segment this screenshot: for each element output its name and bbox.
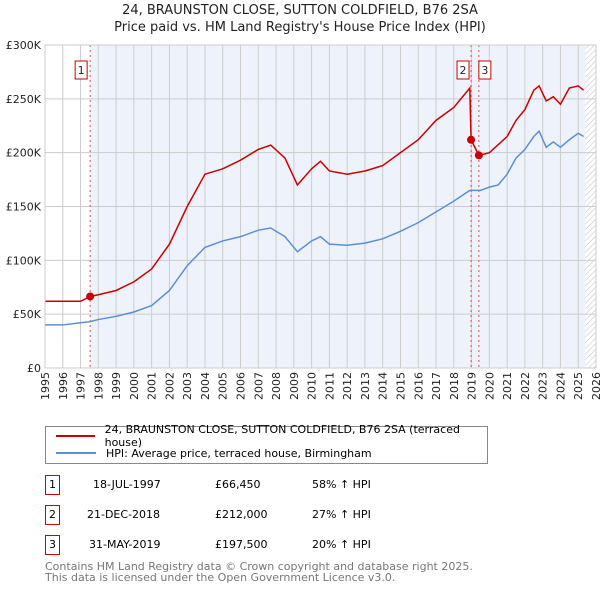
legend-item-hpi: HPI: Average price, terraced house, Birm… [56, 445, 372, 461]
sale-point [474, 151, 483, 160]
series-line [45, 84, 585, 302]
y-tick-label: £150K [6, 201, 42, 214]
sale-date: 31-MAY-2019 [89, 538, 161, 551]
sale-hpi: 58% ↑ HPI [312, 478, 371, 491]
sale-marker-label: 3 [481, 64, 488, 77]
x-tick-label: 2019 [466, 372, 479, 400]
x-tick-label: 2026 [590, 372, 600, 400]
sale-date: 18-JUL-1997 [93, 478, 161, 491]
sale-point [467, 135, 476, 144]
legend-swatch [56, 435, 95, 437]
sale-marker-box [478, 60, 492, 80]
legend-item-property: 24, BRAUNSTON CLOSE, SUTTON COLDFIELD, B… [56, 423, 487, 449]
sale-date: 21-DEC-2018 [87, 508, 161, 521]
series-line [45, 129, 584, 326]
y-tick-label: £50K [13, 308, 42, 321]
sale-hpi: 20% ↑ HPI [312, 538, 371, 551]
x-tick-label: 2016 [412, 372, 425, 400]
sale-price: £66,450 [215, 478, 261, 491]
x-tick-label: 2023 [537, 372, 550, 400]
x-tick-label: 2003 [181, 372, 194, 400]
x-tick-label: 2005 [217, 372, 230, 400]
plot-border [44, 44, 597, 369]
legend-label: 24, BRAUNSTON CLOSE, SUTTON COLDFIELD, B… [104, 423, 460, 449]
x-tick-label: 1997 [75, 372, 88, 400]
x-tick-label: 2014 [377, 372, 390, 400]
x-tick-label: 2006 [235, 372, 248, 400]
sale-price: £197,500 [215, 538, 268, 551]
x-tick-label: 2008 [270, 372, 283, 400]
x-tick-label: 2002 [163, 372, 176, 400]
sale-marker: 1 [45, 475, 60, 495]
x-tick-label: 2010 [306, 372, 319, 400]
x-tick-label: 2015 [394, 372, 407, 400]
x-tick-label: 2020 [483, 372, 496, 400]
chart-title: 24, BRAUNSTON CLOSE, SUTTON COLDFIELD, B… [122, 3, 478, 18]
legend: 24, BRAUNSTON CLOSE, SUTTON COLDFIELD, B… [45, 423, 488, 464]
x-tick-label: 2004 [199, 372, 212, 400]
x-tick-label: 2000 [128, 372, 141, 400]
y-tick-label: £0 [27, 362, 41, 375]
sale-marker-box [456, 60, 470, 80]
x-tick-label: 2025 [572, 372, 585, 400]
x-tick-label: 2001 [146, 372, 159, 400]
x-tick-label: 1996 [57, 372, 70, 400]
x-tick-label: 2021 [501, 372, 514, 400]
y-tick-label: £200K [6, 147, 42, 160]
sale-point [86, 292, 95, 301]
price-chart: 1995 1996 1997 1998 1999 2000 2001 2002 2003 2004… [6, 39, 600, 400]
sale-marker-box [74, 60, 88, 80]
x-tick-label: 1999 [110, 372, 123, 400]
x-tick-label: 2022 [519, 372, 532, 400]
x-tick-label: 1998 [92, 372, 105, 400]
x-tick-label: 2024 [554, 372, 567, 400]
x-tick-label: 2018 [448, 372, 461, 400]
x-tick-label: 2007 [252, 372, 265, 400]
y-tick-label: £250K [6, 93, 42, 106]
sale-marker: 3 [45, 535, 60, 555]
chart-subtitle: Price paid vs. HM Land Registry's House … [114, 20, 486, 35]
sale-hpi: 27% ↑ HPI [312, 508, 371, 521]
x-tick-label: 2011 [323, 372, 336, 400]
footer-line: This data is licensed under the Open Gov… [45, 571, 396, 584]
sale-marker-label: 1 [78, 64, 85, 77]
x-tick-label: 1995 [39, 372, 52, 400]
legend-swatch [56, 452, 96, 454]
y-tick-label: £300K [6, 39, 42, 52]
sale-marker: 2 [45, 505, 60, 525]
x-tick-label: 2013 [359, 372, 372, 400]
x-tick-label: 2017 [430, 372, 443, 400]
footer: Contains HM Land Registry data © Crown c… [45, 561, 473, 583]
y-tick-label: £100K [6, 254, 42, 267]
sale-marker-label: 2 [460, 64, 467, 77]
sale-price: £212,000 [215, 508, 268, 521]
x-tick-label: 2009 [288, 372, 301, 400]
x-tick-label: 2012 [341, 372, 354, 400]
footer-line: Contains HM Land Registry data © Crown c… [45, 560, 473, 573]
legend-label: HPI: Average price, terraced house, Birm… [106, 446, 372, 460]
